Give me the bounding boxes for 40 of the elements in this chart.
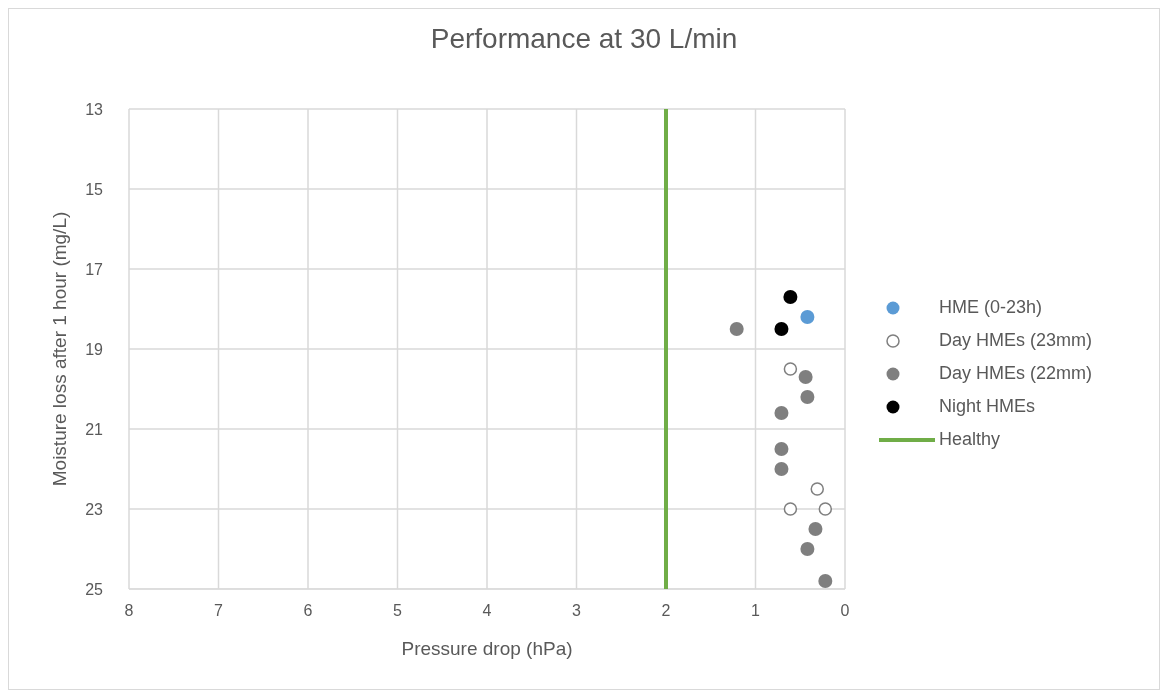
x-tick-label: 5 bbox=[393, 602, 403, 620]
x-tick-label: 3 bbox=[572, 602, 582, 620]
legend-label: Day HMEs (22mm) bbox=[939, 363, 1093, 384]
x-tick-label: 2 bbox=[661, 602, 671, 620]
point bbox=[808, 522, 823, 536]
legend-label: Night HMEs bbox=[939, 396, 1036, 417]
point bbox=[798, 370, 813, 384]
point bbox=[774, 442, 789, 456]
point bbox=[818, 574, 833, 588]
x-tick-label: 0 bbox=[840, 602, 850, 620]
point bbox=[774, 406, 789, 420]
point bbox=[800, 390, 815, 404]
point bbox=[729, 322, 744, 336]
x-axis-title: Pressure drop (hPa) bbox=[401, 638, 573, 659]
point bbox=[783, 362, 798, 376]
x-tick-label: 1 bbox=[751, 602, 761, 620]
legend-label: Healthy bbox=[939, 429, 1001, 450]
point bbox=[810, 482, 825, 496]
y-tick-label: 23 bbox=[85, 500, 104, 518]
point bbox=[800, 542, 815, 556]
y-tick-label: 13 bbox=[85, 100, 104, 118]
point bbox=[783, 502, 798, 516]
y-axis-title: Moisture loss after 1 hour (mg/L) bbox=[48, 211, 70, 487]
y-tick-label: 17 bbox=[85, 260, 104, 278]
x-tick-label: 7 bbox=[214, 602, 224, 620]
y-tick-label: 19 bbox=[85, 340, 104, 358]
x-tick-label: 6 bbox=[303, 602, 313, 620]
point bbox=[800, 310, 815, 324]
x-tick-label: 8 bbox=[124, 602, 134, 620]
y-tick-label: 25 bbox=[85, 580, 104, 598]
point bbox=[774, 462, 789, 476]
x-tick-label: 4 bbox=[482, 602, 492, 620]
chart-title: Performance at 30 L/min bbox=[429, 23, 739, 55]
y-tick-label: 21 bbox=[85, 420, 104, 438]
point bbox=[818, 502, 833, 516]
legend-label: HME (0-23h) bbox=[939, 297, 1043, 318]
point bbox=[774, 322, 789, 336]
point bbox=[783, 290, 798, 304]
legend-label: Day HMEs (23mm) bbox=[939, 330, 1093, 351]
y-tick-label: 15 bbox=[85, 180, 104, 198]
